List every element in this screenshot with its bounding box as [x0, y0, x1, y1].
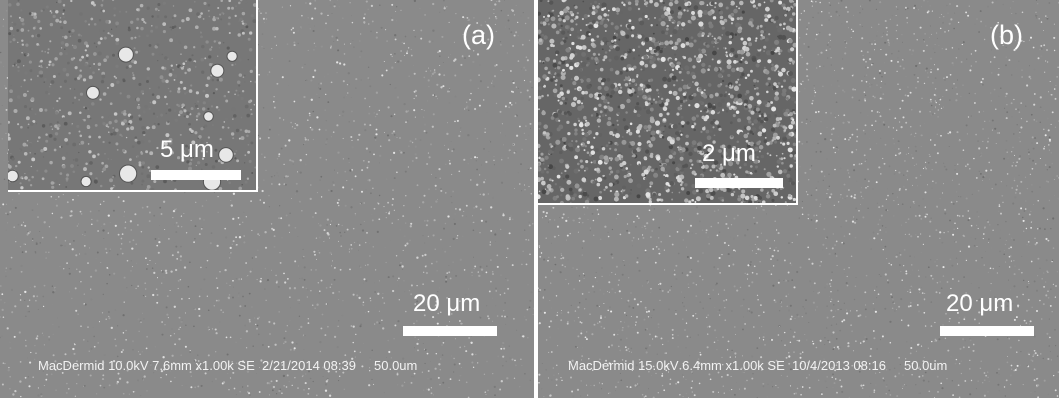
sem-info-bar-b: MacDermid 15.0kV 6.4mm x1.00k SE 10/4/20… [568, 358, 948, 373]
inset-magnified-a: 5 μm [8, 0, 258, 192]
main-scale-bar-a [403, 326, 497, 336]
panel-label-a: (a) [462, 20, 495, 50]
inset-texture-b [538, 0, 796, 203]
sem-panel-a: 5 μm (a) 20 μm MacDermid 10.0kV 7.6mm x1… [0, 0, 534, 398]
main-scale-label-a: 20 μm [413, 290, 481, 317]
sem-panel-b: 2 μm (b) 20 μm MacDermid 15.0kV 6.4mm x1… [538, 0, 1059, 398]
inset-scale-label-b: 2 μm [702, 140, 756, 167]
inset-magnified-b: 2 μm [538, 0, 798, 205]
panel-label-b: (b) [990, 20, 1023, 50]
inset-scale-bar-b [695, 178, 783, 188]
sem-info-bar-a: MacDermid 10.0kV 7.6mm x1.00k SE 2/21/20… [38, 358, 418, 373]
main-scale-bar-b [940, 326, 1034, 336]
inset-scale-bar-a [151, 170, 241, 180]
inset-texture-a [8, 0, 256, 190]
main-scale-label-b: 20 μm [946, 290, 1014, 317]
inset-scale-label-a: 5 μm [160, 136, 214, 163]
